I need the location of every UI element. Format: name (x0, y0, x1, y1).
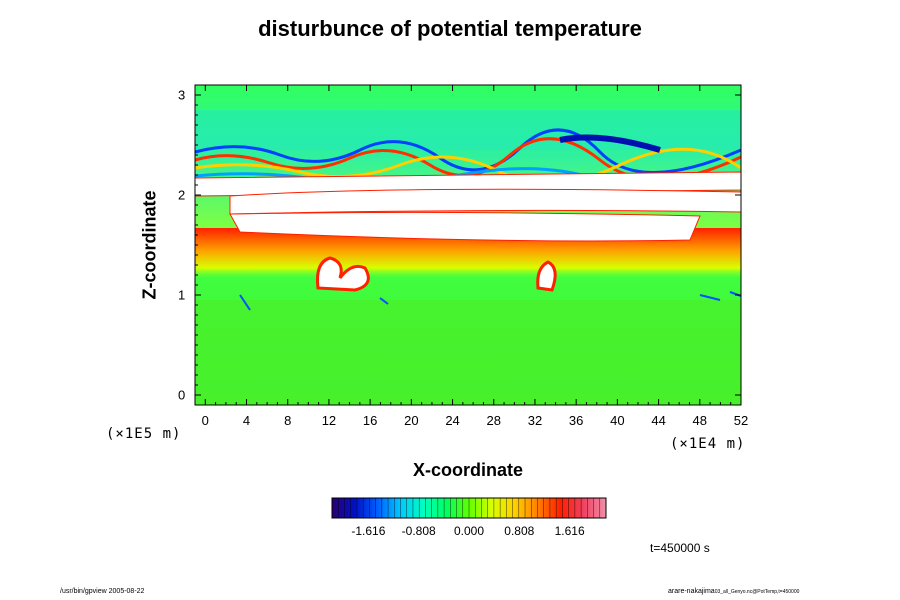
upper-cyan-band (195, 110, 741, 150)
x-tick-label: 52 (733, 413, 749, 428)
x-tick-label: 8 (284, 413, 292, 428)
low-level-blue-streaks (239, 291, 741, 311)
x-axis-ticks (204, 85, 742, 405)
convective-plumes (316, 256, 557, 292)
footer-left: /usr/bin/gpview 2005-08-22 (60, 588, 145, 595)
footer-right-small: 03_all_Genyo.nc@PotTemp,t=450000 (714, 589, 800, 595)
y-tick-label: 0 (178, 387, 186, 403)
y-axis-label: Z-coordinate (139, 190, 160, 300)
colorbar-tick-label: -0.808 (401, 524, 436, 538)
x-tick-label: 16 (362, 413, 378, 428)
x-tick-label: 36 (568, 413, 584, 428)
chart-title: disturbunce of potential temperature (258, 16, 642, 41)
plot-area (195, 85, 741, 405)
x-tick-label: 48 (692, 413, 708, 428)
x-tick-label: 44 (651, 413, 666, 428)
time-label: t=450000 s (650, 541, 710, 555)
x-axis-label: X-coordinate (412, 460, 523, 480)
x-tick-label: 28 (486, 413, 501, 428)
y-axis-unit: (×1E5 m) (106, 426, 182, 442)
colorbar-tick-label: -1.616 (351, 524, 386, 538)
x-tick-label: 0 (201, 413, 209, 428)
footer-right: arare-nakajima03_all_Genyo.nc@PotTemp,t=… (668, 588, 799, 595)
colorbar-dividers (338, 498, 600, 518)
colorbar-tick-label: 0.000 (453, 524, 485, 538)
x-tick-label: 4 (242, 413, 251, 428)
x-axis-unit: (×1E4 m) (670, 436, 746, 452)
y-axis-ticks (195, 94, 741, 396)
footer-right-main: arare-nakajima (668, 588, 715, 595)
x-tick-label: 12 (321, 413, 337, 428)
x-tick-label: 40 (610, 413, 625, 428)
x-tick-label: 20 (404, 413, 419, 428)
white-saturated-layer (195, 171, 741, 242)
colorbar (331, 497, 607, 519)
lower-green-zone (195, 300, 741, 405)
y-tick-label: 3 (178, 87, 186, 103)
colorbar-tick-label: 0.808 (504, 524, 535, 538)
colorbar-tick-label: 1.616 (554, 524, 585, 538)
x-tick-label: 24 (445, 413, 460, 428)
x-tick-label: 32 (527, 413, 543, 428)
y-tick-label: 2 (178, 187, 186, 203)
y-tick-label: 1 (178, 287, 186, 303)
